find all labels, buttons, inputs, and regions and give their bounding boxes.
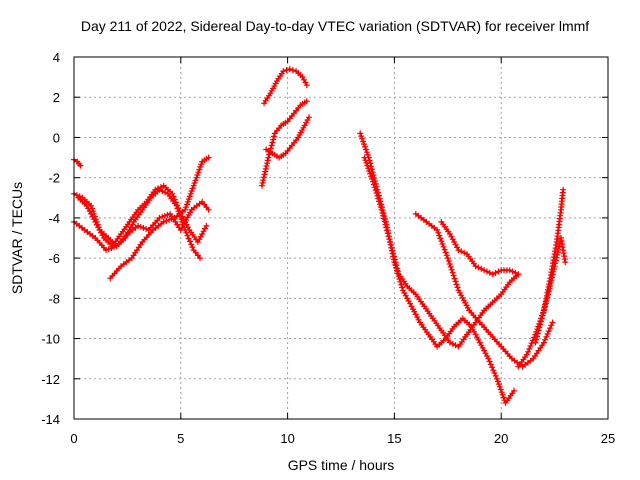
- grid-lines: [74, 57, 608, 419]
- y-tick-label: -10: [41, 332, 60, 347]
- data-series: [71, 66, 569, 406]
- y-tick-label: -6: [48, 251, 60, 266]
- series-line-track-8: [260, 100, 308, 187]
- plot-frame: [73, 56, 609, 420]
- series-markers-track-9: [357, 130, 517, 406]
- y-tick-label: -12: [41, 372, 60, 387]
- series-line-track-13: [517, 188, 565, 368]
- y-tick-label: 4: [53, 50, 60, 65]
- series-markers-track-11: [412, 210, 556, 370]
- series-markers-track-1: [71, 156, 84, 169]
- series-markers-track-12: [438, 218, 522, 278]
- series-markers-track-5: [75, 182, 210, 249]
- axis-ticks: 0 5 10 15 20 25 -14 -12 -10 -8 -6 -4 -2 0 2 4: [41, 50, 615, 446]
- x-tick-label: 15: [387, 431, 401, 446]
- y-axis-label: SDTVAR / TECUs: [9, 182, 25, 294]
- chart-title: Day 211 of 2022, Sidereal Day-to-day VTE…: [81, 18, 589, 34]
- x-tick-label: 0: [70, 431, 77, 446]
- y-tick-label: -4: [48, 211, 60, 226]
- y-tick-label: -2: [48, 171, 60, 186]
- series-markers-track-10: [361, 154, 522, 350]
- x-tick-label: 5: [177, 431, 184, 446]
- series-markers-track-13: [515, 186, 567, 370]
- y-tick-label: 2: [53, 90, 60, 105]
- x-axis-label: GPS time / hours: [288, 457, 395, 473]
- x-tick-label: 10: [280, 431, 294, 446]
- y-tick-label: -14: [41, 412, 60, 427]
- series-line-track-10: [363, 156, 520, 348]
- y-tick-label: -8: [48, 291, 60, 306]
- x-tick-label: 20: [494, 431, 508, 446]
- series-markers-track-8: [259, 98, 310, 189]
- series-markers-track-14: [532, 235, 569, 346]
- y-tick-label: 0: [53, 130, 60, 145]
- series-markers-track-6: [261, 66, 310, 107]
- x-tick-label: 25: [601, 431, 615, 446]
